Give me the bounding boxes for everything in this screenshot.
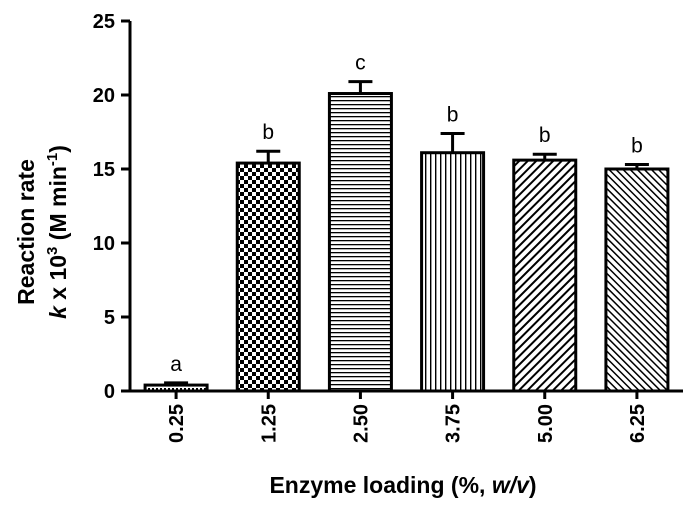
bar-3 [420,151,486,393]
x-axis-title: Enzyme loading (%, w/v) [269,472,536,498]
bar-2 [327,92,393,393]
x-axis-title-italic: w/v [492,472,530,498]
y-axis-title-line1: Reaction rate [13,159,39,305]
bar-5 [604,167,670,393]
y-axis-title-k: k [45,305,71,319]
y-axis-title-unit: (M min [45,166,71,247]
significance-letter-0: a [170,353,182,376]
x-axis-title-close: ) [529,472,537,498]
bar-1 [235,161,301,393]
y-axis-title-exp-neg1: -1 [44,153,61,166]
x-tick-label-5: 6.25 [627,404,649,443]
y-tick-label-4: 20 [93,85,115,107]
bar-group-1.25: b [235,121,301,393]
bar-group-6.25: b [604,135,670,393]
y-tick-label-2: 10 [93,233,115,255]
x-axis-title-text: Enzyme loading (%, [269,472,491,498]
x-tick-label-3: 3.75 [443,404,465,443]
y-tick-label-1: 5 [104,307,115,329]
significance-letter-2: c [355,52,366,75]
y-tick-label-5: 25 [93,11,115,33]
significance-letter-4: b [539,124,551,147]
bar-group-0.25: a [143,353,209,393]
y-axis: 0 5 10 15 20 25 [93,11,132,403]
x-tick-label-2: 2.50 [350,404,372,443]
bars: a b c b b b [143,52,670,393]
y-axis-title-times10: x 10 [45,255,71,306]
x-tick-label-4: 5.00 [535,404,557,443]
significance-letter-5: b [631,135,643,158]
bar-group-2.50: c [327,52,393,393]
y-tick-label-3: 15 [93,159,115,181]
y-tick-label-0: 0 [104,381,115,403]
bar-group-3.75: b [420,103,486,393]
x-tick-label-0: 0.25 [166,404,188,443]
x-tick-label-1: 1.25 [258,404,280,443]
y-axis-title-exp3: 3 [44,247,61,255]
y-axis-title-close: ) [45,145,71,153]
significance-letter-1: b [262,121,274,144]
bar-group-5.00: b [512,124,578,393]
y-axis-title-line2: k x 103 (M min-1) [44,145,71,319]
bar-0 [143,383,209,393]
x-axis: 0.25 1.25 2.50 3.75 5.00 6.25 [130,389,683,443]
bar-4 [512,158,578,393]
y-axis-title: Reaction rate k x 103 (M min-1) [13,145,71,319]
significance-letter-3: b [447,103,459,126]
